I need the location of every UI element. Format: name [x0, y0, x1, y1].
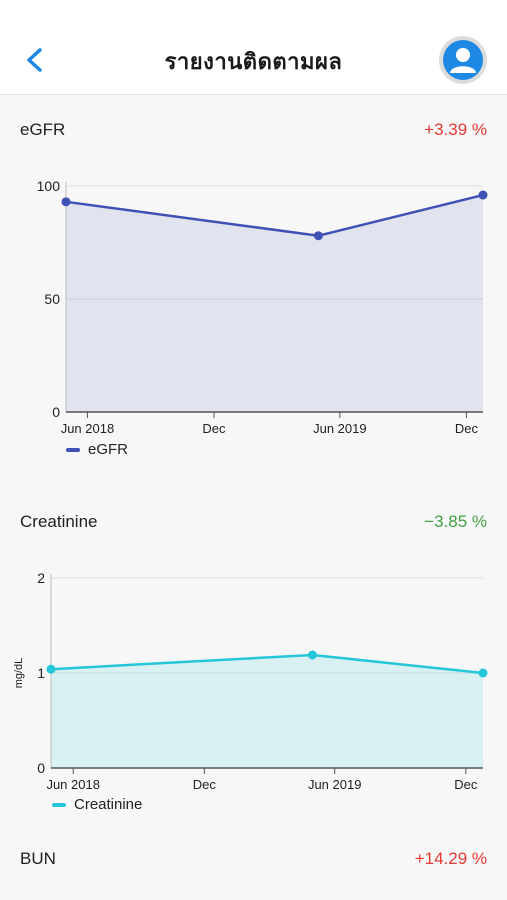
bun-change: +14.29 % — [414, 849, 487, 868]
egfr-chart: 0 50 100 Jun 2018 Dec Jun 2019 Dec — [37, 178, 488, 436]
creatinine-change: −3.85 % — [424, 512, 487, 531]
app-header: รายงานติดตามผล — [0, 0, 507, 95]
creatinine-legend-swatch — [52, 802, 66, 807]
series-area — [66, 195, 483, 412]
creatinine-legend-label: Creatinine — [74, 796, 143, 813]
x-tick-label: Jun 2019 — [313, 421, 367, 436]
y-tick-label: 0 — [37, 760, 45, 776]
data-point[interactable] — [307, 650, 317, 660]
back-button[interactable] — [20, 42, 50, 78]
data-point[interactable] — [61, 197, 71, 207]
user-icon — [443, 40, 483, 80]
x-tick-label: Dec — [193, 777, 217, 792]
y-tick-label: 2 — [37, 570, 45, 586]
x-tick-label: Jun 2019 — [308, 777, 362, 792]
chevron-left-icon — [27, 48, 42, 72]
creatinine-chart: 0 1 2 Jun 2018 Dec Jun 2019 Dec mg/dL — [13, 570, 488, 792]
y-tick-label: 100 — [37, 178, 61, 194]
creatinine-title: Creatinine — [20, 512, 98, 531]
x-tick-label: Dec — [202, 421, 226, 436]
egfr-legend: eGFR — [66, 441, 128, 458]
egfr-change: +3.39 % — [424, 120, 487, 139]
data-point[interactable] — [46, 664, 56, 674]
y-axis-label: mg/dL — [13, 658, 25, 689]
egfr-legend-label: eGFR — [88, 441, 129, 458]
series-area — [51, 654, 483, 768]
y-tick-label: 0 — [52, 404, 60, 420]
egfr-title: eGFR — [20, 120, 66, 139]
x-tick-label: Jun 2018 — [61, 421, 115, 436]
data-point[interactable] — [478, 190, 488, 200]
x-tick-label: Dec — [455, 421, 479, 436]
bun-title: BUN — [20, 849, 56, 868]
egfr-legend-swatch — [66, 447, 80, 452]
profile-button[interactable] — [439, 36, 487, 84]
creatinine-legend: Creatinine — [52, 796, 142, 813]
data-point[interactable] — [478, 668, 488, 678]
x-tick-label: Jun 2018 — [46, 777, 100, 792]
y-tick-label: 1 — [37, 665, 45, 681]
page-title: รายงานติดตามผล — [164, 49, 343, 74]
data-point[interactable] — [313, 231, 323, 241]
x-tick-label: Dec — [454, 777, 478, 792]
y-tick-label: 50 — [44, 291, 60, 307]
